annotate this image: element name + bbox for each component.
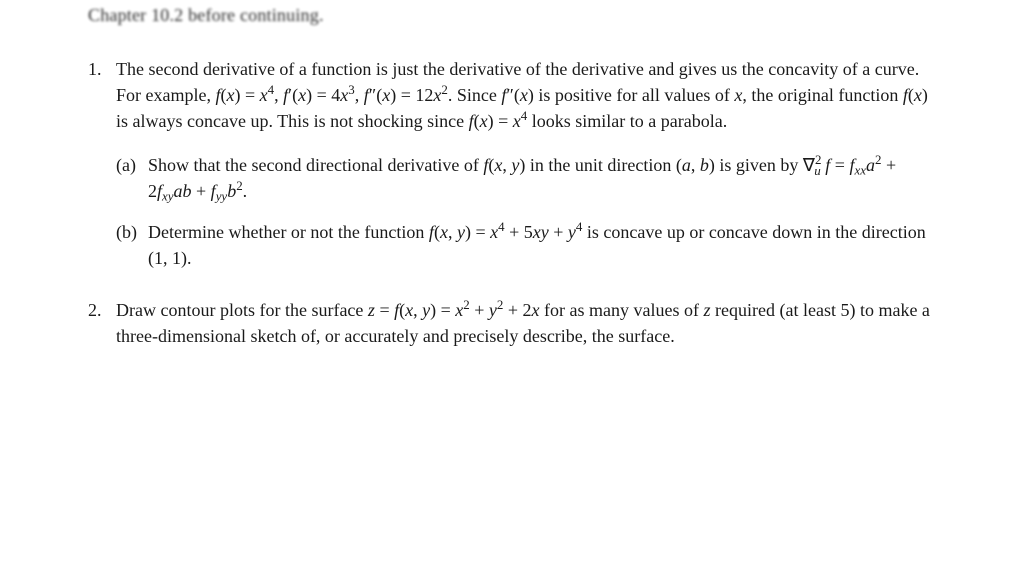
subpart-list: Show that the second directional derivat…: [116, 152, 932, 270]
subpart-text: Show that the second directional derivat…: [148, 155, 896, 201]
problem-body: The second derivative of a function is j…: [116, 56, 932, 134]
problem-item: The second derivative of a function is j…: [88, 56, 932, 271]
page: Chapter 10.2 before continuing. The seco…: [0, 0, 1024, 349]
header-partial-line: Chapter 10.2 before continuing.: [88, 0, 932, 28]
subpart-item: Determine whether or not the function f(…: [116, 219, 932, 271]
subpart-item: Show that the second directional derivat…: [116, 152, 932, 204]
problem-body: Draw contour plots for the surface z = f…: [116, 297, 932, 349]
problem-list: The second derivative of a function is j…: [88, 56, 932, 349]
subpart-text: Determine whether or not the function f(…: [148, 222, 926, 268]
problem-item: Draw contour plots for the surface z = f…: [88, 297, 932, 349]
